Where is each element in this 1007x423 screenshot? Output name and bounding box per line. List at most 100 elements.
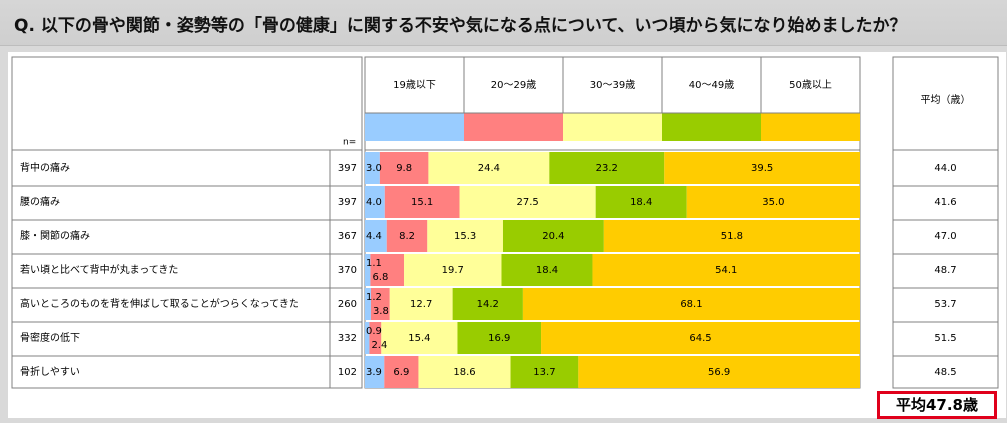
bar-data-label: 15.4 [408, 333, 430, 344]
bar-segment [370, 254, 405, 286]
row-label: 膝・関節の痛み [20, 229, 90, 242]
row-n: 397 [338, 163, 357, 174]
bar-segment [502, 220, 604, 252]
bar-segment [404, 254, 502, 286]
row-average: 48.7 [934, 265, 956, 276]
row-n: 260 [338, 299, 357, 310]
bar-segment [384, 356, 419, 388]
bar-segment [384, 186, 460, 218]
bar-segment [365, 152, 380, 184]
bar-data-label: 18.4 [630, 197, 652, 208]
bar-data-label: 9.8 [396, 163, 412, 174]
bar-data-label: 6.9 [393, 367, 409, 378]
bar-segment [510, 356, 579, 388]
bar-data-label: 27.5 [516, 197, 538, 208]
label-table-frame [11, 56, 363, 389]
legend-label: 40～49歳 [689, 79, 734, 91]
bar-segment [369, 322, 382, 354]
bar-data-label: 23.2 [596, 163, 618, 174]
bar-data-label: 18.6 [453, 367, 475, 378]
row-average: 47.0 [934, 231, 956, 242]
bar-segment [365, 220, 387, 252]
question-header: Q. 以下の骨や関節・姿勢等の「骨の健康」に関する不安や気になる点について、いつ… [0, 0, 1007, 46]
row-label: 腰の痛み [20, 195, 60, 208]
bar-data-label: 4.0 [366, 197, 382, 208]
bar-segment [365, 186, 385, 218]
bar-data-label: 19.7 [442, 265, 464, 276]
bar-segment [365, 322, 370, 354]
bar-segment [427, 220, 503, 252]
row-n: 397 [338, 197, 357, 208]
legend-swatch [761, 113, 860, 141]
bar-data-label: 13.7 [533, 367, 555, 378]
bar-segment [664, 152, 860, 184]
bar-segment [452, 288, 523, 320]
bar-segment [522, 288, 860, 320]
bar-data-label: 1.1 [366, 258, 382, 269]
bar-segment [501, 254, 593, 286]
row-n: 367 [338, 231, 357, 242]
bar-data-label: 20.4 [542, 231, 564, 242]
row-label: 骨折しやすい [20, 365, 80, 378]
n-header: n= [343, 138, 356, 148]
average-header: 平均（歳） [921, 94, 971, 106]
row-n: 102 [338, 367, 357, 378]
bar-data-label: 16.9 [488, 333, 510, 344]
bar-data-label: 15.1 [411, 197, 433, 208]
row-label: 高いところのものを背を伸ばして取ることがつらくなってきた [20, 297, 299, 310]
row-average: 48.5 [934, 367, 956, 378]
bar-data-label: 3.9 [366, 367, 382, 378]
bar-segment [541, 322, 860, 354]
bar-data-label: 14.2 [477, 299, 499, 310]
bar-data-label: 0.9 [366, 326, 382, 337]
bar-data-label: 18.4 [536, 265, 558, 276]
bar-segment [549, 152, 665, 184]
row-label: 若い頃と比べて背中が丸まってきた [20, 263, 178, 276]
legend-swatch [563, 113, 662, 141]
bar-data-label: 8.2 [399, 231, 415, 242]
bar-segment [370, 288, 390, 320]
bar-data-label: 3.8 [373, 306, 389, 317]
bar-segment [386, 220, 428, 252]
bar-segment [365, 254, 371, 286]
bar-segment [365, 356, 385, 388]
bar-data-label: 24.4 [478, 163, 500, 174]
bar-data-label: 6.8 [372, 272, 388, 283]
bar-segment [381, 322, 458, 354]
legend-label: 20～29歳 [491, 79, 536, 91]
legend-label: 19歳以下 [393, 79, 436, 91]
bar-segment [686, 186, 860, 218]
bar-segment [365, 288, 371, 320]
legend-swatch [464, 113, 563, 141]
bar-segment [457, 322, 542, 354]
bar-data-label: 12.7 [410, 299, 432, 310]
legend-label: 30～39歳 [590, 79, 635, 91]
bar-segment [389, 288, 453, 320]
legend-swatch [365, 113, 464, 141]
question-title: Q. 以下の骨や関節・姿勢等の「骨の健康」に関する不安や気になる点について、いつ… [14, 16, 907, 36]
bar-data-label: 68.1 [680, 299, 702, 310]
bar-data-label: 51.8 [721, 231, 743, 242]
bar-data-label: 56.9 [708, 367, 730, 378]
bar-segment [578, 356, 860, 388]
bar-data-label: 4.4 [366, 231, 382, 242]
row-label: 骨密度の低下 [20, 331, 80, 344]
bar-data-label: 64.5 [689, 333, 711, 344]
bar-segment [379, 152, 429, 184]
row-n: 370 [338, 265, 357, 276]
bar-data-label: 3.0 [366, 163, 382, 174]
row-average: 44.0 [934, 163, 956, 174]
bar-data-label: 54.1 [715, 265, 737, 276]
bar-data-label: 2.4 [371, 340, 387, 351]
bar-segment [428, 152, 550, 184]
row-average: 53.7 [934, 299, 956, 310]
row-n: 332 [338, 333, 357, 344]
bar-segment [459, 186, 596, 218]
bar-data-label: 1.2 [366, 292, 382, 303]
row-average: 51.5 [934, 333, 956, 344]
bar-segment [418, 356, 511, 388]
row-label: 背中の痛み [20, 161, 70, 174]
bar-data-label: 39.5 [751, 163, 773, 174]
overall-average-badge: 平均47.8歳 [877, 391, 997, 419]
legend-swatch [662, 113, 761, 141]
